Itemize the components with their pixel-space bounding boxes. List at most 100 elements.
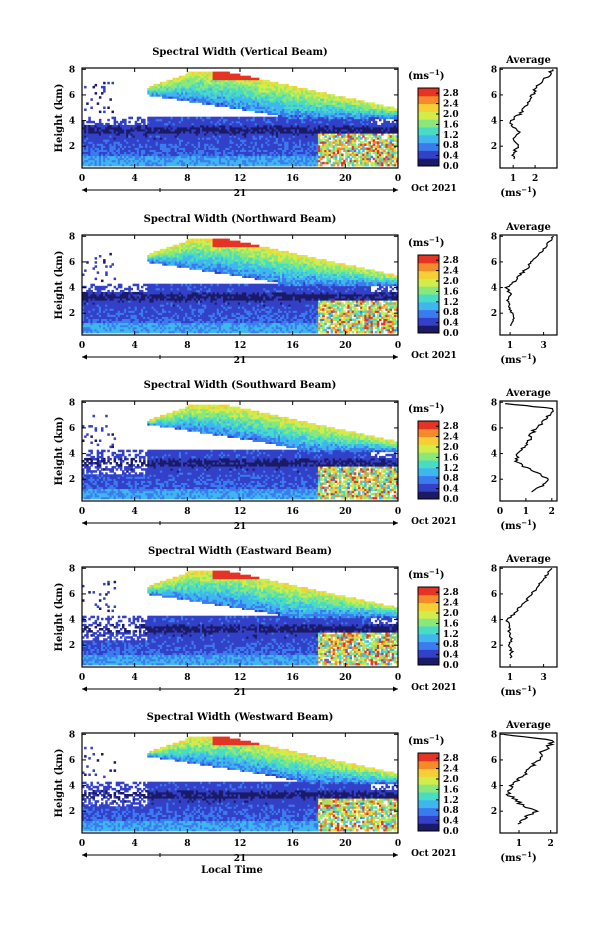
y-tick-label: 6 xyxy=(69,91,75,101)
heatmap-cell xyxy=(143,119,146,122)
heatmap-cell xyxy=(192,117,195,120)
unit-exp: −1 xyxy=(521,185,532,194)
heatmap-cell xyxy=(128,117,131,120)
average-y-tick-label: 8 xyxy=(491,65,497,75)
colorbar-tick-label: 0.0 xyxy=(443,162,459,172)
colorbar-segment xyxy=(418,158,439,166)
heatmap-cell xyxy=(97,123,100,126)
heatmap-cell xyxy=(109,98,112,101)
y-axis-label: Height (km) xyxy=(54,84,65,153)
heatmap-cell xyxy=(381,104,384,107)
colorbar-tick-label: 2.0 xyxy=(443,110,459,120)
heatmap-cell xyxy=(318,145,321,148)
spectral-width-figure: Spectral Width (Vertical Beam) 2 4 6 8 Height… xyxy=(0,0,610,929)
y-tick-label: 8 xyxy=(69,65,75,75)
y-tick-label: 2 xyxy=(69,142,75,152)
x-tick-label: 16 xyxy=(286,174,299,184)
heatmap-cell xyxy=(318,92,321,95)
heatmap-cell xyxy=(318,164,321,167)
heatmap-cell xyxy=(95,84,98,87)
heatmap-cells xyxy=(82,72,398,167)
x-tick-label: 12 xyxy=(234,174,247,184)
heatmap-cell xyxy=(160,117,163,120)
panel-title: Spectral Width (Vertical Beam) xyxy=(152,47,328,58)
average-x-tick-label: 2 xyxy=(532,174,538,184)
heatmap-cell xyxy=(341,154,344,157)
heatmap-cell xyxy=(84,269,87,272)
colorbar-tick-label: 1.2 xyxy=(443,131,459,141)
average-y-tick-label: 2 xyxy=(491,142,497,152)
colorbar-segment xyxy=(418,104,439,112)
heatmap-cell xyxy=(103,111,106,114)
heatmap-cell xyxy=(103,107,106,110)
average-y-tick-label: 4 xyxy=(491,117,497,127)
unit-base: (ms xyxy=(500,188,521,199)
heatmap-cell xyxy=(381,148,384,151)
heatmap-cell xyxy=(107,107,110,110)
heatmap-cell xyxy=(114,117,117,120)
heatmap-cell xyxy=(223,72,226,75)
heatmap-cell xyxy=(350,148,353,151)
day-axis-arrow xyxy=(82,188,87,193)
date-label: Oct 2021 xyxy=(411,184,457,194)
heatmap-cell xyxy=(112,82,115,85)
colorbar-segment xyxy=(418,111,439,119)
heatmap-cell xyxy=(192,72,195,75)
heatmap-cell xyxy=(350,154,353,157)
x-tick-label: 4 xyxy=(132,174,138,184)
heatmap-cell xyxy=(381,139,384,142)
heatmap-cell xyxy=(255,117,258,120)
heatmap-cell xyxy=(99,111,102,114)
heatmap-cell xyxy=(128,125,131,128)
heatmap-cell xyxy=(350,98,353,101)
heatmap-cell xyxy=(84,109,87,112)
colorbar-tick-label: 0.4 xyxy=(443,152,459,162)
heatmap-cell xyxy=(99,96,102,99)
colorbar-tick-label: 1.6 xyxy=(443,120,459,130)
heatmap-cell xyxy=(88,117,91,120)
colorbar-segment xyxy=(418,96,439,104)
heatmap-cell xyxy=(107,82,110,85)
unit-close: ) xyxy=(532,188,537,199)
heatmap-cell xyxy=(90,107,93,110)
heatmap-cell xyxy=(318,156,321,159)
panel-2: Spectral Width (Northward Beam)2468Heigh… xyxy=(54,214,557,366)
heatmap-cell xyxy=(131,117,134,120)
heatmap-cell xyxy=(86,261,89,264)
colorbar-segment xyxy=(418,119,439,127)
panel-1: Spectral Width (Vertical Beam) 2 4 6 8 Height… xyxy=(54,47,557,199)
heatmap-cell xyxy=(86,102,89,105)
day-label: 21 xyxy=(234,189,247,199)
colorbar-tick-label: 2.8 xyxy=(443,89,459,99)
y-tick-label: 4 xyxy=(69,117,75,127)
colorbar-segment xyxy=(418,88,439,96)
heatmap-cell xyxy=(124,119,127,122)
unit-base: (ms xyxy=(408,71,429,82)
unit-exp: −1 xyxy=(429,68,440,77)
average-profile-line xyxy=(510,69,553,159)
average-x-tick-label: 1 xyxy=(510,174,516,184)
heatmap-cell xyxy=(103,86,106,89)
average-axes-frame xyxy=(500,68,557,168)
x-tick-label: 8 xyxy=(184,174,190,184)
unit-close: ) xyxy=(440,71,445,82)
colorbar-segment xyxy=(418,127,439,135)
colorbar-segment xyxy=(418,150,439,158)
colorbar-segment xyxy=(418,143,439,151)
heatmap-cell xyxy=(97,102,100,105)
heatmap-cell xyxy=(223,117,226,120)
heatmap-cell xyxy=(103,82,106,85)
x-tick-label: 0 xyxy=(395,174,401,184)
heatmap-cell xyxy=(128,121,131,124)
colorbar-tick-label: 0.8 xyxy=(443,141,459,151)
heatmap-cells xyxy=(82,239,398,334)
heatmap-cell xyxy=(286,84,289,87)
colorbar-segment xyxy=(418,135,439,143)
heatmap-cell xyxy=(95,92,98,95)
panel-title: Spectral Width (Northward Beam) xyxy=(144,214,337,225)
colorbar-unit-label: (ms−1) xyxy=(408,68,444,82)
colorbar-tick-label: 2.4 xyxy=(443,100,459,110)
average-y-tick-label: 6 xyxy=(491,91,497,101)
average-title: Average xyxy=(505,55,551,66)
heatmap-cell xyxy=(381,123,384,126)
